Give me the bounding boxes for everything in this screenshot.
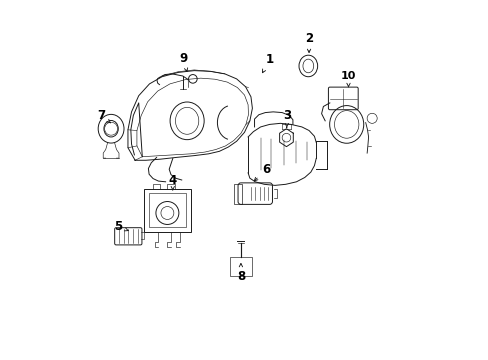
- Text: 9: 9: [179, 51, 187, 71]
- Text: 5: 5: [114, 220, 128, 233]
- Text: 6: 6: [254, 163, 269, 181]
- Text: 8: 8: [236, 264, 244, 283]
- Text: 7: 7: [97, 109, 110, 123]
- Text: 1: 1: [262, 53, 273, 73]
- Text: 3: 3: [282, 109, 290, 127]
- Text: 4: 4: [168, 174, 177, 190]
- Text: 10: 10: [340, 71, 355, 87]
- Text: 2: 2: [305, 32, 312, 53]
